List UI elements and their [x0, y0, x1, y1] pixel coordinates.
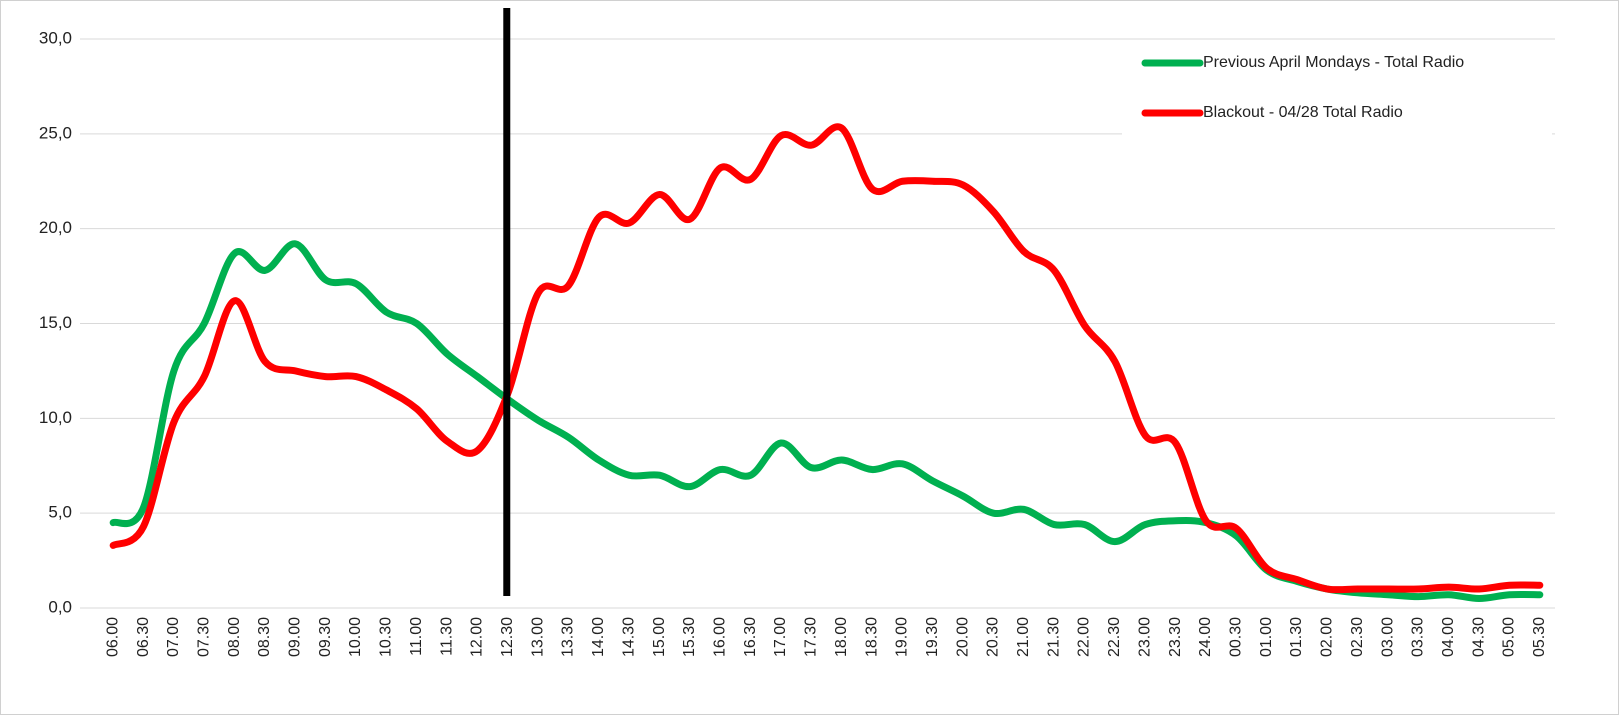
legend-label: Blackout - 04/28 Total Radio — [1203, 104, 1403, 121]
x-tick-label: 13.30 — [560, 617, 577, 657]
x-tick-label: 20.00 — [954, 617, 971, 657]
y-tick-label: 30,0 — [39, 28, 72, 47]
y-tick-label: 10,0 — [39, 408, 72, 427]
x-tick-label: 18.00 — [833, 617, 850, 657]
x-tick-label: 18.30 — [863, 617, 880, 657]
x-tick-label: 19.00 — [894, 617, 911, 657]
x-tick-label: 09.00 — [287, 617, 304, 657]
x-tick-label: 21.00 — [1015, 617, 1032, 657]
x-tick-label: 10.00 — [347, 617, 364, 657]
x-tick-label: 14.00 — [590, 617, 607, 657]
x-tick-label: 23.00 — [1136, 617, 1153, 657]
x-tick-label: 11.00 — [408, 617, 425, 656]
y-tick-label: 25,0 — [39, 123, 72, 142]
x-tick-label: 01.30 — [1288, 617, 1305, 657]
series-line — [109, 123, 1544, 594]
x-tick-label: 09.30 — [317, 617, 334, 657]
x-tick-label: 08.00 — [226, 617, 243, 657]
x-tick-label: 20.30 — [985, 617, 1002, 657]
x-tick-label: 03.30 — [1410, 617, 1427, 657]
y-tick-label: 5,0 — [48, 503, 72, 522]
y-tick-label: 20,0 — [39, 218, 72, 237]
x-tick-label: 15.00 — [651, 617, 668, 657]
y-tick-label: 15,0 — [39, 313, 72, 332]
legend-label: Previous April Mondays - Total Radio — [1203, 54, 1464, 71]
x-tick-label: 06.00 — [104, 617, 121, 657]
x-tick-label: 24.00 — [1197, 617, 1214, 657]
x-tick-label: 11.30 — [438, 617, 455, 656]
x-tick-label: 19.30 — [924, 617, 941, 657]
x-tick-label: 15.30 — [681, 617, 698, 657]
x-tick-label: 23.30 — [1167, 617, 1184, 657]
x-tick-label: 07.30 — [195, 617, 212, 657]
x-tick-label: 05.30 — [1531, 617, 1548, 657]
x-tick-label: 06.30 — [135, 617, 152, 657]
y-tick-label: 0,0 — [48, 597, 72, 616]
x-tick-label: 17.00 — [772, 617, 789, 657]
x-tick-label: 05.00 — [1501, 617, 1518, 657]
x-tick-label: 01.00 — [1258, 617, 1275, 657]
x-tick-label: 21.30 — [1045, 617, 1062, 657]
x-tick-label: 07.00 — [165, 617, 182, 657]
x-tick-label: 17.30 — [803, 617, 820, 657]
x-tick-label: 02.30 — [1349, 617, 1366, 657]
x-tick-label: 12.30 — [499, 617, 516, 657]
x-tick-label: 14.30 — [620, 617, 637, 657]
x-tick-label: 02.00 — [1319, 617, 1336, 657]
x-tick-label: 22.30 — [1106, 617, 1123, 657]
x-tick-label: 12.00 — [469, 617, 486, 657]
legend-background — [1122, 40, 1552, 135]
x-tick-label: 13.00 — [529, 617, 546, 657]
x-tick-label: 08.30 — [256, 617, 273, 657]
x-tick-label: 00.30 — [1228, 617, 1245, 657]
x-tick-label: 04.30 — [1470, 617, 1487, 657]
x-tick-label: 10.30 — [378, 617, 395, 657]
x-tick-label: 16.30 — [742, 617, 759, 657]
x-tick-label: 03.00 — [1379, 617, 1396, 657]
x-tick-label: 22.00 — [1076, 617, 1093, 657]
x-tick-label: 04.00 — [1440, 617, 1457, 657]
x-tick-label: 16.00 — [711, 617, 728, 657]
